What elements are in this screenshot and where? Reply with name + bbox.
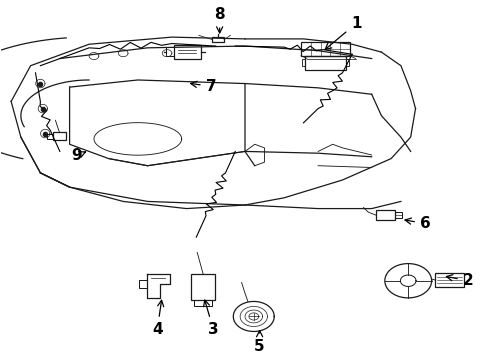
Bar — [194, 300, 212, 306]
Text: 2: 2 — [446, 273, 473, 288]
Text: 1: 1 — [325, 16, 361, 49]
Bar — [139, 280, 147, 288]
Text: 9: 9 — [72, 148, 86, 163]
Bar — [174, 45, 201, 59]
Text: 8: 8 — [214, 8, 225, 33]
Bar — [166, 47, 174, 57]
Text: 7: 7 — [191, 79, 216, 94]
Text: 6: 6 — [405, 216, 431, 231]
Bar — [435, 273, 464, 287]
Text: 3: 3 — [203, 300, 219, 337]
Text: 5: 5 — [254, 330, 265, 354]
Bar — [192, 274, 215, 300]
Bar — [301, 42, 350, 56]
Bar — [52, 132, 66, 140]
Bar — [395, 212, 402, 218]
Text: 4: 4 — [152, 300, 164, 337]
Bar — [375, 210, 395, 220]
Bar — [47, 134, 52, 139]
Bar — [305, 56, 346, 70]
Bar — [212, 37, 224, 42]
